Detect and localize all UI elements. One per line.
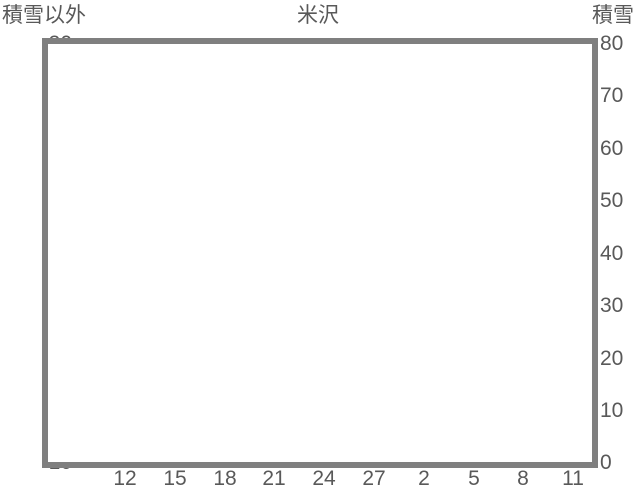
right-axis-tick-label: 0 — [600, 451, 612, 474]
plot-frame — [42, 38, 598, 468]
right-axis-title: 積雪 — [592, 4, 634, 27]
x-axis-tick-label: 11 — [562, 467, 584, 490]
x-axis-tick-label: 18 — [213, 467, 237, 490]
left-axis-title: 積雪以外 — [2, 4, 86, 27]
right-axis-tick-label: 60 — [600, 137, 624, 160]
right-axis-tick-label: 30 — [600, 294, 624, 317]
x-axis-tick-label: 27 — [362, 467, 386, 490]
right-axis-tick-label: 70 — [600, 84, 624, 107]
right-axis-tick-label: 40 — [600, 242, 624, 265]
x-axis-tick-label: 8 — [517, 467, 529, 490]
x-axis-tick-label: 5 — [468, 467, 480, 490]
right-axis-tick-label: 50 — [600, 189, 624, 212]
chart-title: 米沢 — [297, 4, 339, 27]
x-axis-tick-label: 21 — [262, 467, 286, 490]
x-axis-tick-label: 24 — [312, 467, 336, 490]
right-axis-tick-label: 10 — [600, 399, 624, 422]
x-axis-tick-label: 12 — [113, 467, 137, 490]
x-axis-tick-label: 15 — [163, 467, 187, 490]
right-axis-tick-label: 20 — [600, 347, 624, 370]
x-axis-tick-label: 2 — [418, 467, 430, 490]
right-axis-tick-label: 80 — [600, 32, 624, 55]
